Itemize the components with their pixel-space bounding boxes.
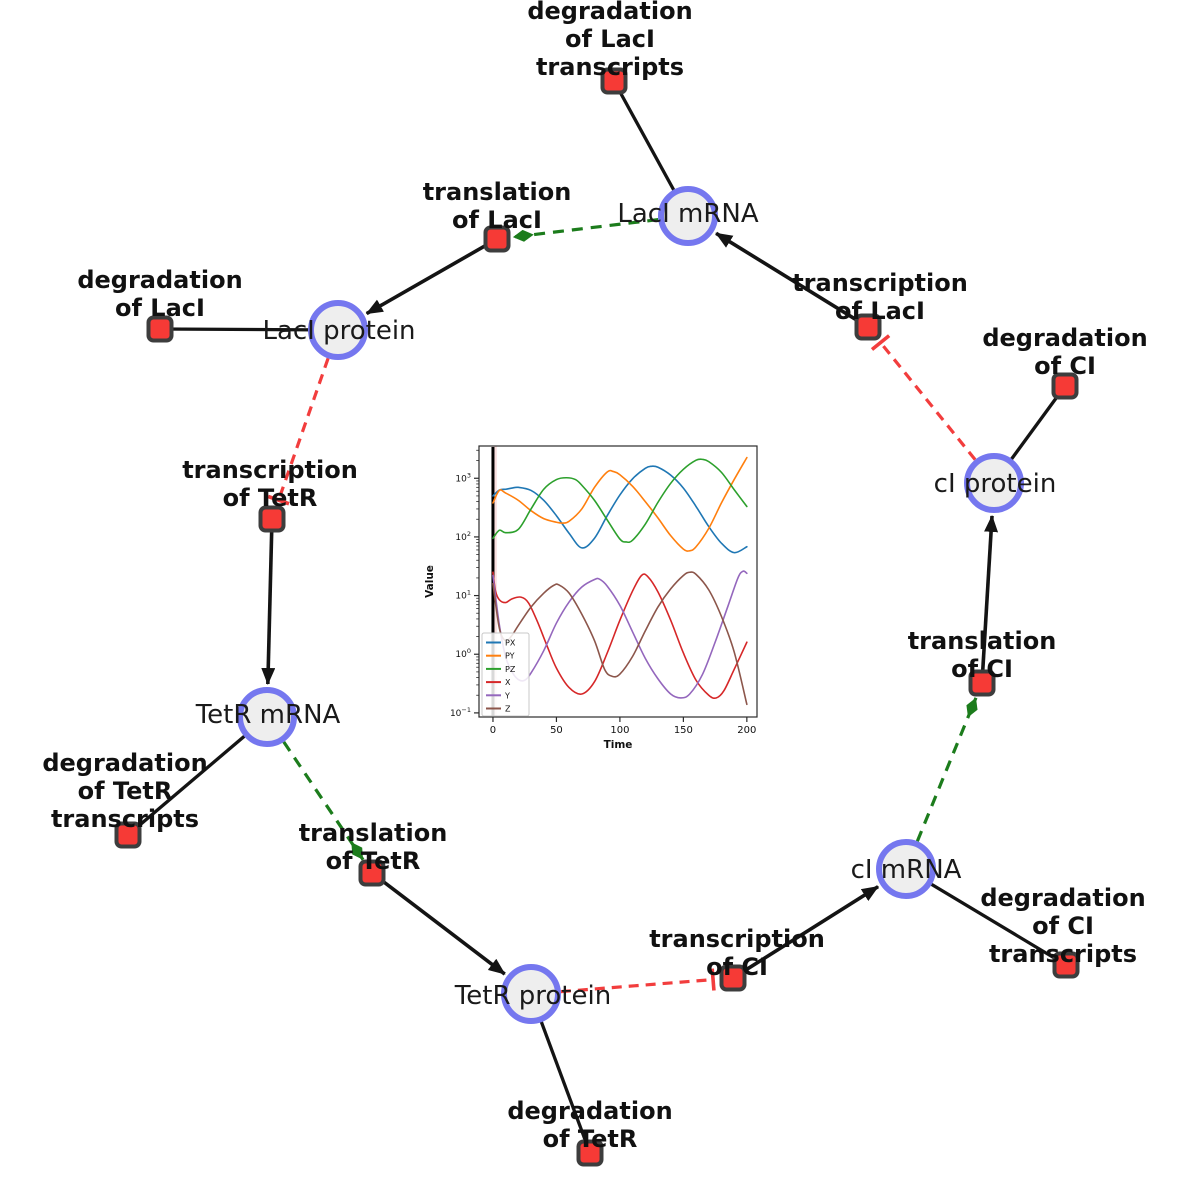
chart-frame <box>478 445 758 718</box>
edge-inhibition-tetr_protein-transcription_ci <box>560 968 716 994</box>
chart-series-PY <box>492 456 748 552</box>
chart-series-Z <box>492 571 748 706</box>
reaction-node-deg_laci_transcripts <box>600 67 628 95</box>
reaction-node-deg_tetr_transcripts <box>114 821 142 849</box>
chart-ylabel: Value <box>424 565 436 598</box>
edge-inhibition-ci_protein-transcription_laci <box>870 334 977 461</box>
reaction-node-deg_laci <box>146 315 174 343</box>
reaction-label-transcription_ci: transcription of CI <box>649 925 825 981</box>
reaction-node-transcription_ci <box>719 964 747 992</box>
reaction-label-deg_laci_transcripts: degradation of LacI transcripts <box>527 0 693 81</box>
timecourse-inset-chart: 103 102 101 100 10−1 0 50 100 150 200 Time Value PX P… <box>424 445 758 751</box>
species-node-tetr_mrna <box>237 687 297 747</box>
edge-consumption-ci_mrna-deg_ci_transcripts <box>905 867 1067 967</box>
chart-y-tick-label: 101 <box>455 589 471 602</box>
chart-y-tick-label: 103 <box>455 471 471 484</box>
reaction-label-transcription_tetr: transcription of TetR <box>182 456 358 512</box>
chart-series-PX <box>492 465 748 554</box>
edge-production-translation_laci-laci_protein <box>365 243 487 316</box>
chart-series-PZ <box>492 458 748 544</box>
reaction-node-translation_tetr <box>358 859 386 887</box>
reaction-node-translation_laci <box>483 225 511 253</box>
reaction-node-deg_ci <box>1051 372 1079 400</box>
chart-xlabel: Time <box>604 739 633 751</box>
edge-modifier-tetr_mrna-translation_tetr <box>282 740 365 861</box>
edge-production-translation_tetr-tetr_protein <box>381 879 506 976</box>
chart-y-tick-label: 10−1 <box>450 706 471 719</box>
reaction-label-translation_laci: translation of LacI <box>422 178 572 234</box>
chart-legend-label-PY: PY <box>505 652 515 661</box>
chart-x-tick-label: 50 <box>550 725 563 736</box>
species-node-laci_protein <box>308 300 368 360</box>
reaction-label-deg_laci: degradation of LacI <box>77 266 243 322</box>
chart-legend-label-PZ: PZ <box>505 665 516 674</box>
reaction-label-deg_ci: degradation of CI <box>982 324 1148 380</box>
species-label-tetr_mrna: TetR mRNA <box>195 700 341 730</box>
chart-legend-label-PX: PX <box>505 639 516 648</box>
edge-production-translation_ci-ci_protein <box>980 514 999 671</box>
species-node-laci_mrna <box>658 186 718 246</box>
species-node-ci_protein <box>964 453 1024 513</box>
reaction-label-translation_ci: translation of CI <box>907 627 1057 683</box>
chart-series-X <box>492 571 748 700</box>
edge-modifier-ci_mrna-translation_ci <box>915 697 978 842</box>
chart-legend-label-X: X <box>505 678 511 687</box>
reaction-node-deg_ci_transcripts <box>1052 951 1080 979</box>
reaction-label-translation_tetr: translation of TetR <box>298 819 448 875</box>
chart-x-tick-label: 0 <box>490 725 496 736</box>
reaction-node-deg_tetr <box>576 1139 604 1167</box>
edge-inhibition-laci_protein-transcription_tetr <box>267 357 330 506</box>
chart-y-tick-label: 102 <box>455 530 471 543</box>
species-label-laci_protein: LacI protein <box>262 316 416 346</box>
reaction-node-transcription_laci <box>854 313 882 341</box>
reaction-node-translation_ci <box>968 669 996 697</box>
reaction-label-deg_tetr: degradation of TetR <box>507 1097 673 1153</box>
chart-legend-label-Z: Z <box>505 705 511 714</box>
edge-production-transcription_laci-laci_mrna <box>715 231 858 322</box>
reaction-node-transcription_tetr <box>258 505 286 533</box>
edge-production-transcription_ci-ci_mrna <box>743 885 880 973</box>
species-label-laci_mrna: LacI mRNA <box>617 199 759 229</box>
species-label-ci_protein: cI protein <box>933 469 1057 499</box>
chart-x-tick-label: 200 <box>737 725 756 736</box>
species-node-tetr_protein <box>501 964 561 1024</box>
edge-production-transcription_tetr-tetr_mrna <box>261 531 276 686</box>
reaction-label-transcription_laci: transcription of LacI <box>792 269 968 325</box>
chart-legend-label-Y: Y <box>504 691 510 700</box>
species-label-tetr_protein: TetR protein <box>454 981 612 1011</box>
species-label-ci_mrna: cI mRNA <box>850 855 962 885</box>
edge-modifier-laci_mrna-translation_laci <box>512 217 659 242</box>
chart-x-tick-label: 150 <box>674 725 693 736</box>
chart-x-tick-label: 100 <box>610 725 629 736</box>
species-node-ci_mrna <box>876 839 936 899</box>
chart-y-tick-label: 100 <box>455 647 471 660</box>
reaction-label-deg_tetr_transcripts: degradation of TetR transcripts <box>42 749 208 833</box>
reaction-label-deg_ci_transcripts: degradation of CI transcripts <box>980 884 1146 968</box>
